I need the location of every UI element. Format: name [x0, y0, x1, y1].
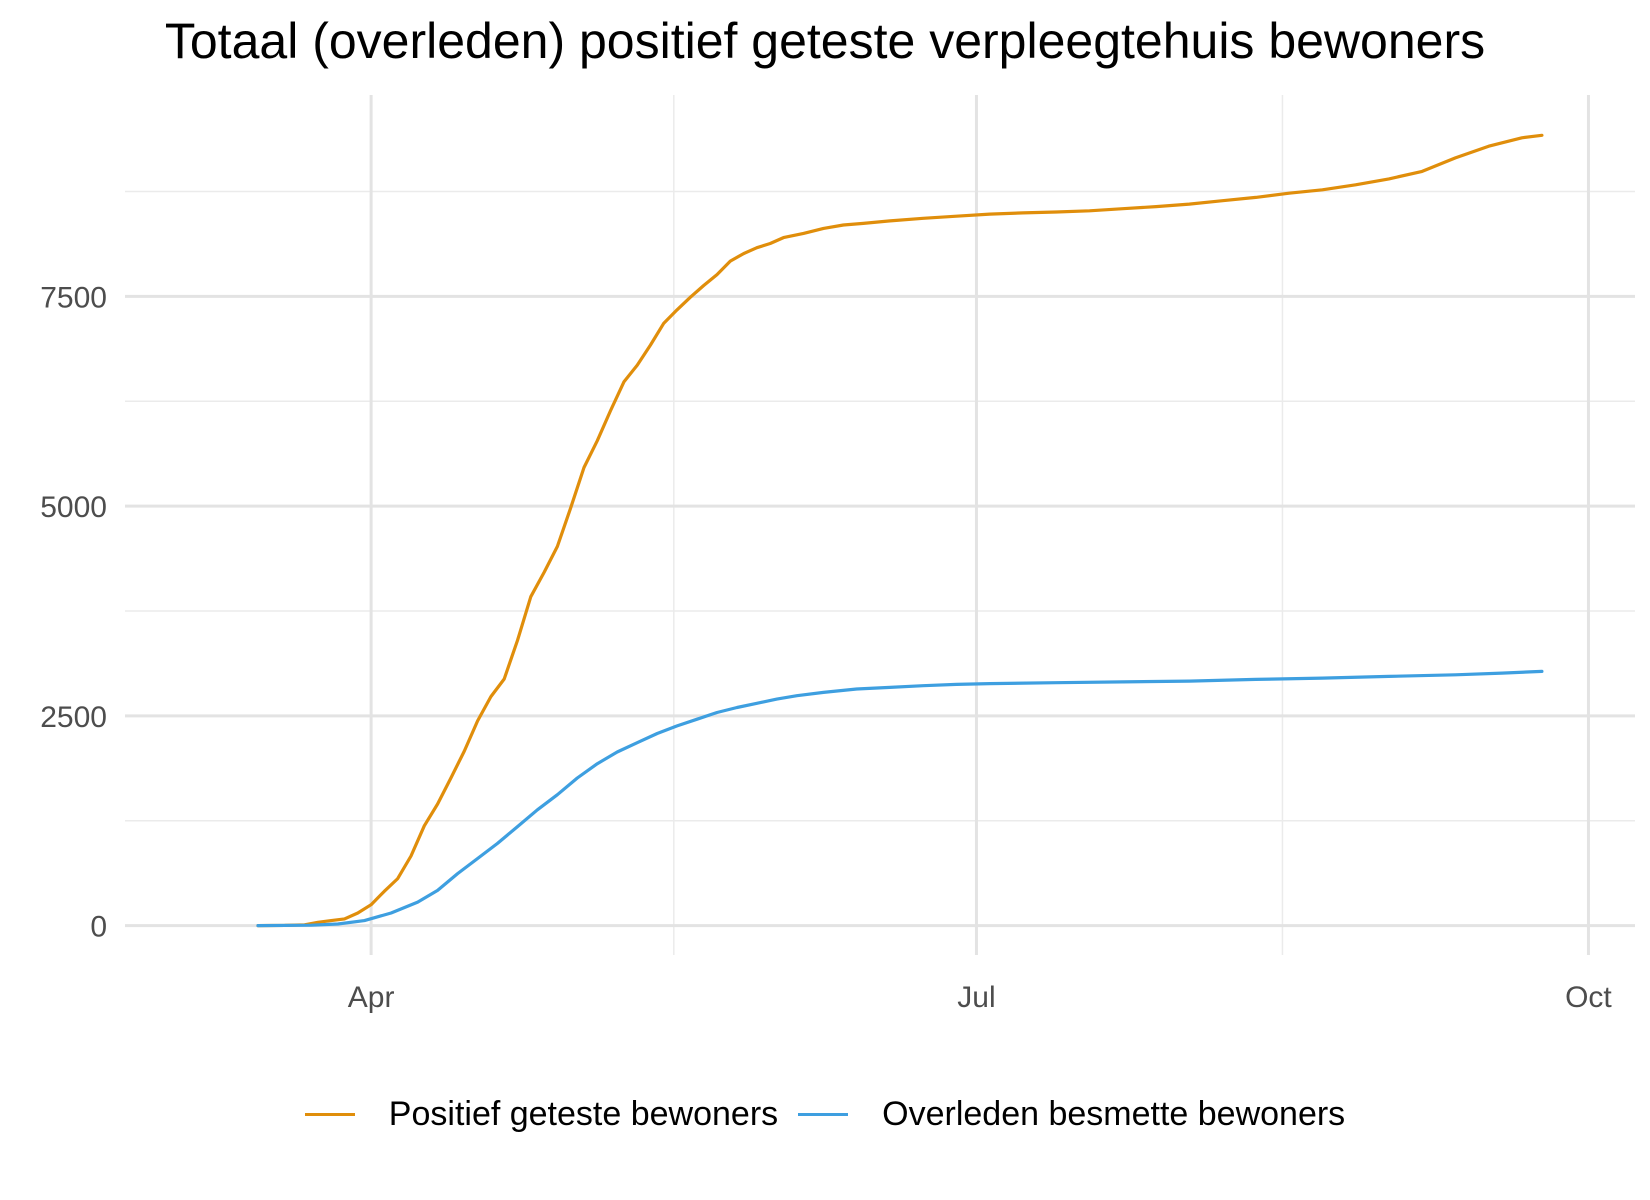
- legend-item-overleden: Overleden besmette bewoners: [798, 1095, 1345, 1134]
- legend-swatch-overleden: [798, 1113, 849, 1116]
- chart-title: Totaal (overleden) positief geteste verp…: [164, 13, 1486, 69]
- series-line-overleden: [256, 669, 1544, 928]
- x-tick-label: Apr: [348, 981, 395, 1014]
- major-gridlines: [125, 95, 1635, 955]
- x-tick-label: Oct: [1565, 981, 1612, 1014]
- legend-swatch-positief: [304, 1113, 355, 1116]
- y-tick-label: 0: [90, 911, 107, 944]
- y-axis-ticks: 0 2500 5000 7500: [40, 281, 107, 943]
- minor-gridlines: [125, 95, 1635, 955]
- x-axis-ticks: Apr Jul Oct: [348, 981, 1613, 1014]
- series-lines: [256, 133, 1544, 928]
- y-tick-label: 5000: [40, 491, 107, 524]
- series-line-positief: [256, 133, 1544, 928]
- legend-label-overleden: Overleden besmette bewoners: [882, 1095, 1346, 1133]
- y-tick-label: 7500: [40, 281, 107, 314]
- legend-label-positief: Positief geteste bewoners: [388, 1095, 779, 1133]
- legend: Positief geteste bewoners Overleden besm…: [0, 1095, 1650, 1134]
- y-tick-label: 2500: [40, 701, 107, 734]
- legend-item-positief: Positief geteste bewoners: [304, 1095, 779, 1134]
- x-tick-label: Jul: [957, 981, 995, 1014]
